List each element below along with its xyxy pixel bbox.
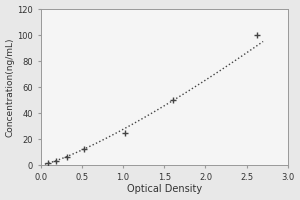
X-axis label: Optical Density: Optical Density bbox=[127, 184, 202, 194]
Y-axis label: Concentration(ng/mL): Concentration(ng/mL) bbox=[6, 37, 15, 137]
